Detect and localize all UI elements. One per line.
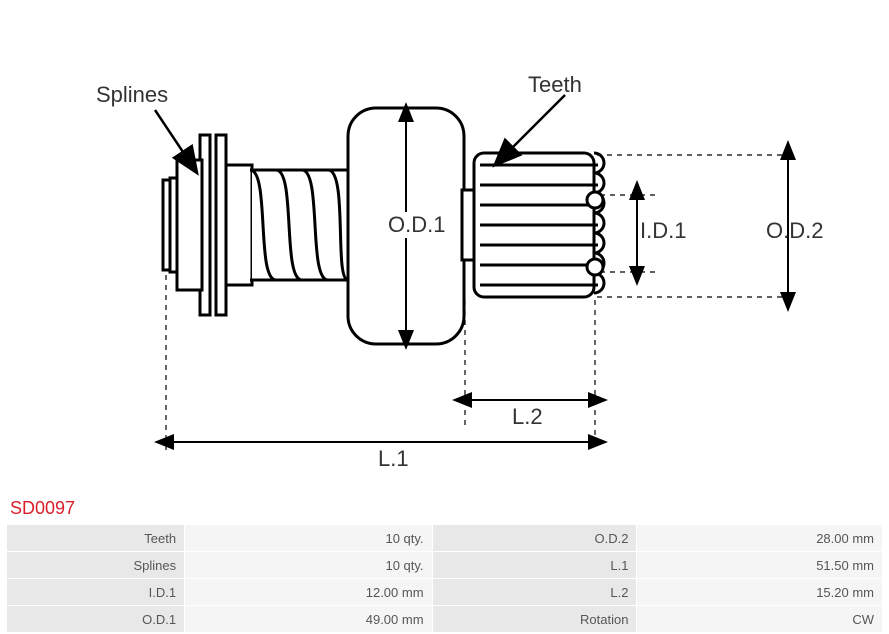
spec-value: 28.00 mm (637, 525, 882, 551)
spec-key: L.2 (433, 579, 637, 605)
splines-label: Splines (96, 82, 168, 108)
od1-label: O.D.1 (386, 212, 447, 238)
table-row: I.D.112.00 mmL.215.20 mm (7, 579, 882, 605)
spec-value: 49.00 mm (185, 606, 431, 632)
od2-label: O.D.2 (766, 218, 823, 244)
l2-label: L.2 (512, 404, 543, 430)
spec-key: Teeth (7, 525, 184, 551)
table-row: Splines10 qty.L.151.50 mm (7, 552, 882, 578)
spec-key: O.D.1 (7, 606, 184, 632)
spec-key: O.D.2 (433, 525, 637, 551)
spec-key: I.D.1 (7, 579, 184, 605)
spec-value: 10 qty. (185, 552, 431, 578)
technical-diagram: Splines Teeth O.D.1 I.D.1 O.D.2 L.2 L.1 (0, 0, 889, 490)
spec-value: 15.20 mm (637, 579, 882, 605)
part-number: SD0097 (10, 498, 75, 519)
spec-value: CW (637, 606, 882, 632)
l1-label: L.1 (378, 446, 409, 472)
teeth-label: Teeth (528, 72, 582, 98)
table-row: O.D.149.00 mmRotationCW (7, 606, 882, 632)
table-row: Teeth10 qty.O.D.228.00 mm (7, 525, 882, 551)
spec-value: 12.00 mm (185, 579, 431, 605)
spec-value: 10 qty. (185, 525, 431, 551)
spec-value: 51.50 mm (637, 552, 882, 578)
spec-key: Splines (7, 552, 184, 578)
id1-label: I.D.1 (640, 218, 686, 244)
spec-key: L.1 (433, 552, 637, 578)
spec-key: Rotation (433, 606, 637, 632)
spec-table: Teeth10 qty.O.D.228.00 mmSplines10 qty.L… (6, 524, 883, 633)
